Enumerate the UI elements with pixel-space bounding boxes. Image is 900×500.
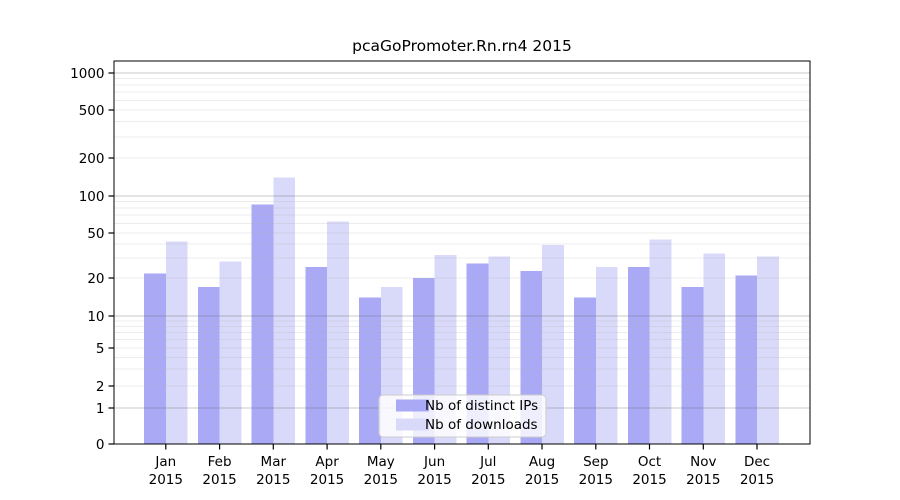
gridlines-layer xyxy=(114,72,810,409)
bar-nov-nb-of-distinct-ips xyxy=(681,286,704,444)
bar-feb-nb-of-distinct-ips xyxy=(197,286,220,444)
bar-jan-nb-of-distinct-ips xyxy=(144,273,166,444)
bar-jan-nb-of-downloads xyxy=(165,241,188,444)
x-tick-label-month-jun: Jun xyxy=(423,454,445,470)
bar-mar-nb-of-downloads xyxy=(273,177,296,444)
y-tick-label-2: 2 xyxy=(96,379,105,395)
legend-label-nb-of-distinct-ips: Nb of distinct IPs xyxy=(425,398,538,414)
x-tick-label-year-jul: 2015 xyxy=(471,472,505,488)
x-tick-label-month-nov: Nov xyxy=(690,454,716,470)
bar-apr-nb-of-distinct-ips xyxy=(305,267,328,444)
y-tick-label-200: 200 xyxy=(79,151,105,167)
bar-dec-nb-of-distinct-ips xyxy=(735,275,758,444)
bar-nov-nb-of-downloads xyxy=(703,253,726,444)
x-tick-label-year-jun: 2015 xyxy=(417,472,451,488)
bar-oct-nb-of-distinct-ips xyxy=(627,267,650,444)
x-tick-label-year-oct: 2015 xyxy=(632,472,666,488)
legend-label-nb-of-downloads: Nb of downloads xyxy=(425,417,538,433)
x-tick-label-year-feb: 2015 xyxy=(202,472,236,488)
axis-ticks xyxy=(108,72,758,450)
x-tick-label-month-feb: Feb xyxy=(208,454,232,470)
x-tick-label-year-dec: 2015 xyxy=(740,472,774,488)
x-tick-label-year-aug: 2015 xyxy=(525,472,559,488)
y-tick-label-0: 0 xyxy=(96,437,105,453)
x-tick-label-month-dec: Dec xyxy=(744,454,770,470)
x-tick-label-year-nov: 2015 xyxy=(686,472,720,488)
legend-swatch-nb-of-distinct-ips xyxy=(396,399,429,412)
legend: Nb of distinct IPs Nb of downloads xyxy=(378,394,547,438)
x-tick-label-month-apr: Apr xyxy=(315,454,339,470)
bar-sep-nb-of-distinct-ips xyxy=(574,297,596,444)
x-tick-label-month-jul: Jul xyxy=(479,454,496,470)
legend-swatch-nb-of-downloads xyxy=(396,418,429,431)
y-tick-label-1: 1 xyxy=(96,401,105,417)
y-tick-label-10: 10 xyxy=(87,309,104,325)
x-axis-tick-labels: Jan 2015 Feb 2015 Mar 2015 Apr 2015 May 2015 Jun 20… xyxy=(149,454,775,488)
bar-mar-nb-of-distinct-ips xyxy=(251,204,274,444)
bar-feb-nb-of-downloads xyxy=(219,261,242,444)
x-tick-label-month-oct: Oct xyxy=(638,454,661,470)
y-axis-tick-labels: 0 1 2 5 10 20 50 100 200 500 1000 xyxy=(70,66,104,453)
x-tick-label-month-jan: Jan xyxy=(154,454,176,470)
x-tick-label-year-may: 2015 xyxy=(364,472,398,488)
bar-oct-nb-of-downloads xyxy=(649,239,672,444)
x-tick-label-year-jan: 2015 xyxy=(149,472,183,488)
x-tick-label-year-mar: 2015 xyxy=(256,472,290,488)
chart-title: pcaGoPromoter.Rn.rn4 2015 xyxy=(352,37,572,55)
bar-dec-nb-of-downloads xyxy=(757,256,779,444)
bar-may-nb-of-distinct-ips xyxy=(359,297,381,444)
y-tick-label-20: 20 xyxy=(87,271,104,287)
plot-frame xyxy=(113,60,811,445)
bar-aug-nb-of-downloads xyxy=(542,245,564,444)
y-tick-label-500: 500 xyxy=(79,103,105,119)
y-tick-label-5: 5 xyxy=(96,341,105,357)
x-tick-label-year-apr: 2015 xyxy=(310,472,344,488)
x-tick-label-year-sep: 2015 xyxy=(579,472,613,488)
x-tick-label-month-mar: Mar xyxy=(261,454,287,470)
x-tick-label-month-aug: Aug xyxy=(529,454,555,470)
x-tick-label-month-sep: Sep xyxy=(583,454,608,470)
y-tick-label-100: 100 xyxy=(79,189,105,205)
y-tick-label-1000: 1000 xyxy=(70,66,104,82)
bar-sep-nb-of-downloads xyxy=(595,267,618,444)
x-tick-label-month-may: May xyxy=(367,454,395,470)
bar-apr-nb-of-downloads xyxy=(327,221,349,444)
y-tick-label-50: 50 xyxy=(87,226,104,242)
